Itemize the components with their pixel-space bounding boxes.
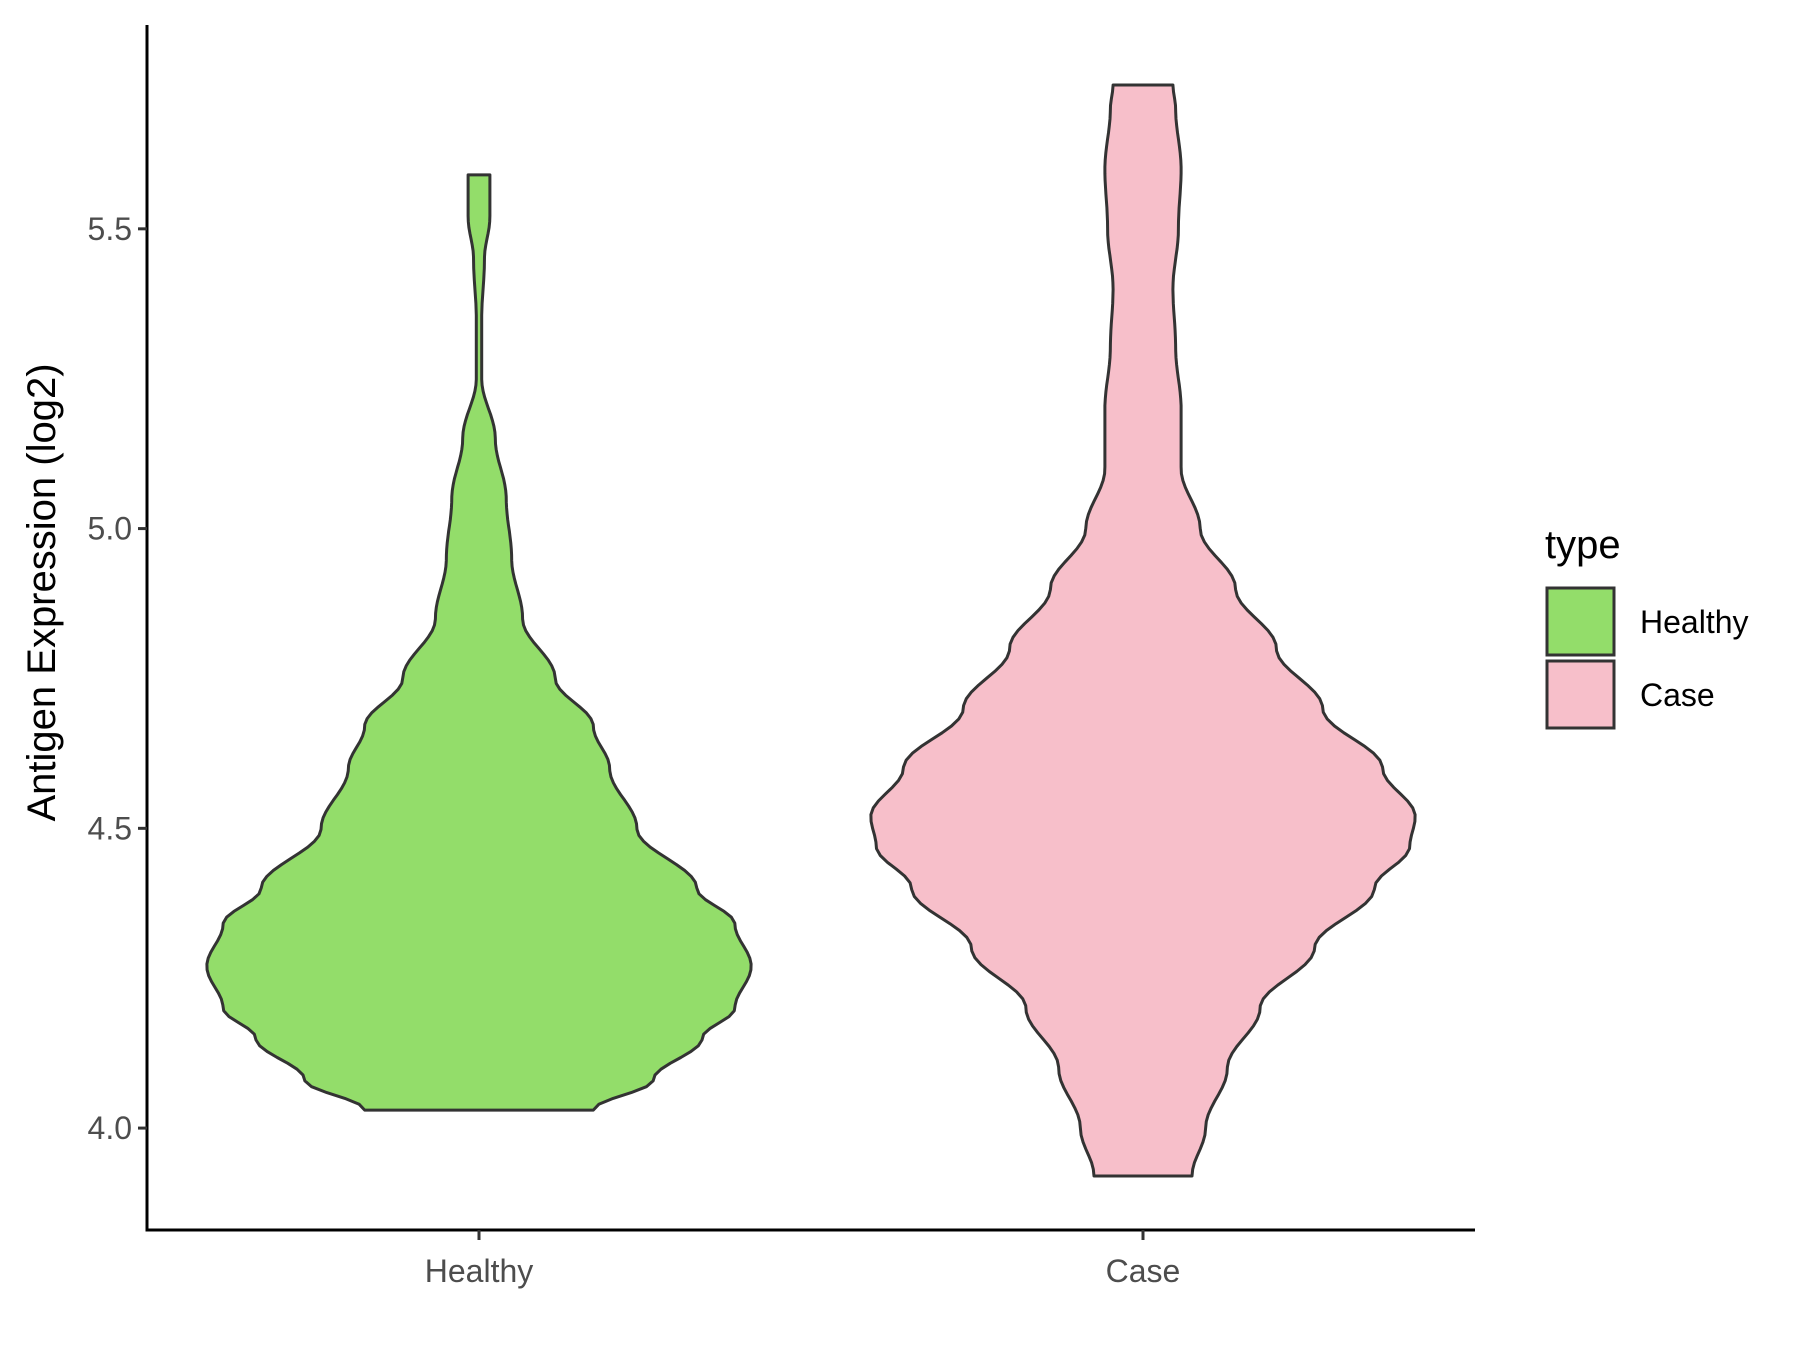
legend-key-healthy: [1545, 586, 1616, 657]
legend-label-case: Case: [1640, 677, 1715, 713]
y-tick-label: 5.5: [88, 211, 132, 247]
legend: type Healthy Case: [1545, 523, 1749, 730]
legend-key-case: [1545, 659, 1616, 730]
violin-layer: [205, 83, 1417, 1178]
y-axis-title: Antigen Expression (log2): [20, 363, 64, 821]
y-tick-label: 4.0: [88, 1110, 132, 1146]
y-tick-label: 4.5: [88, 810, 132, 846]
x-tick-label: Case: [1106, 1253, 1181, 1289]
axes: [145, 25, 1475, 1232]
violin-case: [869, 83, 1417, 1178]
x-tick-label: Healthy: [425, 1253, 534, 1289]
y-tick-label: 5.0: [88, 511, 132, 547]
y-ticks: 4.0 4.5 5.0 5.5: [88, 211, 147, 1146]
violin-healthy: [205, 173, 753, 1112]
legend-label-healthy: Healthy: [1640, 604, 1749, 640]
legend-title: type: [1545, 523, 1621, 567]
x-ticks: Healthy Case: [425, 1230, 1181, 1289]
